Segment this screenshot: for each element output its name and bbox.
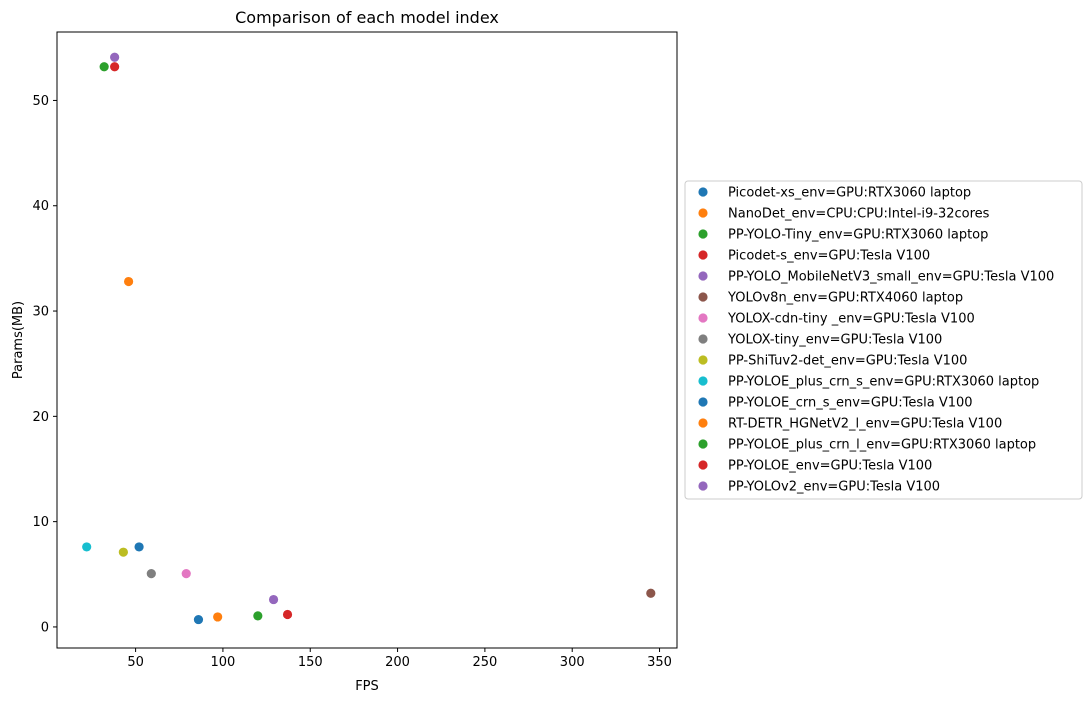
x-tick-label: 100: [211, 655, 236, 670]
legend-marker: [698, 418, 708, 428]
y-tick-label: 40: [32, 199, 49, 214]
y-tick-label: 20: [32, 410, 49, 425]
legend-label: PP-YOLOE_plus_crn_l_env=GPU:RTX3060 lapt…: [728, 438, 1036, 453]
chart-title: Comparison of each model index: [235, 8, 499, 27]
legend-marker: [698, 460, 708, 470]
legend-marker: [698, 481, 708, 491]
x-axis: 50 100 150 200 250 300 350: [127, 648, 672, 670]
data-point: [146, 569, 156, 579]
data-point: [193, 614, 204, 625]
plot-area: [56, 31, 678, 649]
legend-label: Picodet-xs_env=GPU:RTX3060 laptop: [728, 186, 971, 201]
legend-marker: [698, 208, 708, 218]
legend-frame: [684, 180, 1083, 500]
legend-label: YOLOX-tiny_env=GPU:Tesla V100: [727, 333, 942, 348]
data-points: [82, 52, 656, 625]
data-point: [124, 276, 134, 287]
legend-label: YOLOv8n_env=GPU:RTX4060 laptop: [727, 291, 963, 306]
x-tick-label: 250: [472, 655, 497, 670]
legend-marker: [698, 292, 708, 302]
x-tick-label: 350: [647, 655, 672, 670]
x-axis-title: FPS: [355, 679, 379, 694]
data-point: [134, 542, 144, 552]
legend-marker: [698, 439, 708, 449]
legend-label: PP-YOLOE_plus_crn_s_env=GPU:RTX3060 lapt…: [728, 375, 1039, 390]
y-axis-title: Params(MB): [11, 301, 26, 379]
data-point: [181, 569, 191, 579]
data-point: [646, 588, 656, 598]
legend-label: RT-DETR_HGNetV2_l_env=GPU:Tesla V100: [728, 417, 1002, 432]
legend-label: YOLOX-cdn-tiny _env=GPU:Tesla V100: [727, 312, 975, 327]
legend-label: PP-YOLOE_env=GPU:Tesla V100: [728, 459, 932, 474]
y-tick-label: 30: [32, 305, 49, 320]
legend-marker: [698, 376, 708, 386]
y-tick-label: 0: [41, 620, 49, 635]
legend-marker: [698, 313, 708, 323]
legend-marker: [698, 250, 708, 260]
legend-marker: [698, 334, 708, 344]
y-axis: 0 10 20 30 40 50: [32, 94, 57, 635]
legend-label: PP-YOLO_MobileNetV3_small_env=GPU:Tesla …: [728, 270, 1054, 285]
data-point: [99, 62, 109, 72]
data-point: [268, 594, 279, 605]
x-tick-label: 150: [298, 655, 323, 670]
legend: Picodet-xs_env=GPU:RTX3060 laptop NanoDet…: [684, 180, 1083, 500]
x-tick-label: 200: [385, 655, 410, 670]
data-point: [253, 611, 263, 621]
data-point: [213, 612, 223, 622]
data-point: [118, 547, 128, 557]
legend-marker: [698, 397, 708, 407]
x-tick-label: 300: [560, 655, 585, 670]
legend-label: PP-ShiTuv2-det_env=GPU:Tesla V100: [728, 354, 967, 369]
data-point: [282, 609, 293, 620]
legend-label: NanoDet_env=CPU:CPU:Intel-i9-32cores: [728, 207, 990, 222]
data-point: [110, 52, 120, 62]
legend-marker: [698, 229, 708, 239]
y-tick-label: 10: [32, 515, 49, 530]
legend-marker: [698, 271, 708, 281]
legend-label: PP-YOLOv2_env=GPU:Tesla V100: [728, 480, 940, 495]
x-tick-label: 50: [127, 655, 144, 670]
legend-label: PP-YOLOE_crn_s_env=GPU:Tesla V100: [728, 396, 973, 411]
data-point: [110, 62, 120, 72]
legend-marker: [698, 187, 708, 197]
y-tick-label: 50: [32, 94, 49, 109]
legend-label: Picodet-s_env=GPU:Tesla V100: [728, 249, 930, 264]
legend-label: PP-YOLO-Tiny_env=GPU:RTX3060 laptop: [728, 228, 988, 243]
data-point: [82, 542, 92, 552]
legend-marker: [698, 355, 708, 365]
